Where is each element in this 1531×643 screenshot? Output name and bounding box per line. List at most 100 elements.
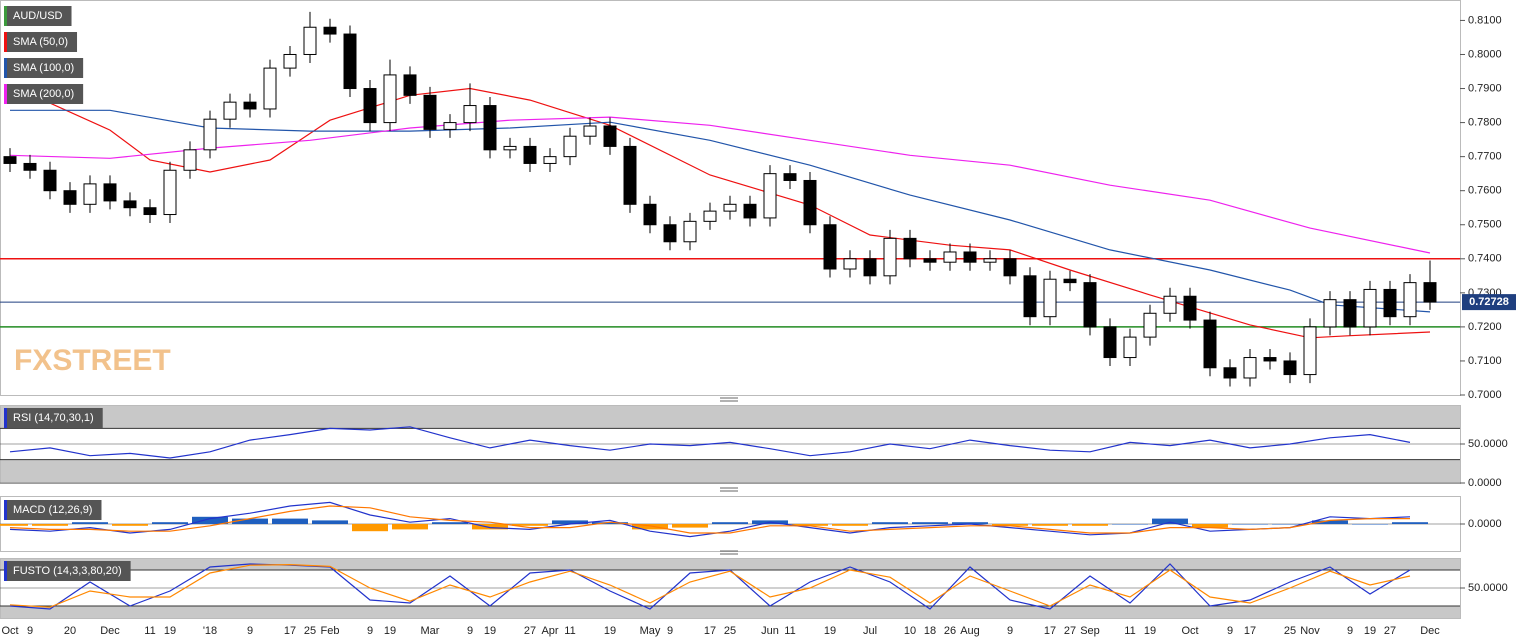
x-tick-label: 19 — [484, 625, 496, 637]
y-tick-label: 0.7600 — [1468, 185, 1502, 197]
panel-title-box — [4, 500, 102, 520]
candle-body — [83, 183, 97, 205]
x-tick-label: 17 — [704, 625, 716, 637]
x-tick-label: Nov — [1300, 625, 1320, 637]
candle-body — [923, 258, 937, 263]
candle-body — [303, 26, 317, 55]
histogram-bar — [352, 524, 388, 532]
candle-body — [123, 200, 137, 209]
x-tick-label: 9 — [467, 625, 473, 637]
histogram-bar — [872, 522, 908, 524]
histogram-bar — [592, 522, 628, 524]
candle-body — [903, 237, 917, 260]
legend-entry: SMA (50,0) — [13, 36, 68, 48]
legend-entry-box — [4, 32, 78, 52]
candle-body — [723, 203, 737, 212]
y-tick-label: 0.7700 — [1468, 151, 1502, 163]
histogram-bar — [792, 524, 828, 526]
histogram-bar — [1152, 518, 1188, 524]
candle-body — [783, 173, 797, 181]
histogram-bar — [552, 520, 588, 524]
histogram-bar — [1192, 524, 1228, 528]
candle-body — [1163, 295, 1177, 314]
sma-line — [10, 109, 1431, 313]
histogram-bar — [312, 520, 348, 524]
histogram-bar — [432, 522, 468, 524]
panel-title-box — [4, 408, 103, 428]
candle-body — [803, 179, 817, 226]
x-tick-label: 19 — [824, 625, 836, 637]
histogram-bar — [1032, 524, 1068, 526]
histogram-bar — [0, 524, 28, 526]
x-tick-label: 17 — [1044, 625, 1056, 637]
candle-body — [143, 207, 157, 216]
macd-line — [9, 505, 1410, 534]
candle-body — [963, 251, 977, 263]
histogram-bar — [912, 522, 948, 524]
x-tick-label: 11 — [564, 625, 575, 637]
x-tick-label: 20 — [64, 625, 76, 637]
x-tick-label: Oct — [1, 625, 18, 637]
candle-body — [23, 162, 37, 171]
y-tick-label: 50.0000 — [1468, 582, 1508, 594]
indicator-line — [9, 426, 1411, 459]
candle-body — [523, 145, 537, 164]
candle-body — [503, 145, 517, 151]
legend-entry: SMA (100,0) — [13, 62, 74, 74]
histogram-bar — [1112, 524, 1148, 525]
x-tick-label: Sep — [1080, 625, 1100, 637]
histogram-bar — [832, 524, 868, 526]
legend-entry: SMA (200,0) — [13, 88, 74, 100]
y-tick-label: 0.7200 — [1468, 321, 1502, 333]
panel-title: RSI (14,70,30,1) — [13, 412, 94, 424]
histogram-bar — [272, 518, 308, 524]
candle-body — [203, 118, 217, 151]
histogram-bar — [512, 524, 548, 526]
histogram-bar — [1072, 524, 1108, 526]
y-tick-label: 0.7800 — [1468, 116, 1502, 128]
histogram-bar — [1272, 524, 1308, 525]
candle-body — [743, 203, 757, 219]
histogram-bar — [32, 524, 68, 526]
histogram-bar — [392, 524, 428, 530]
y-tick-label: 0.0000 — [1468, 518, 1502, 530]
histogram-bar — [72, 522, 108, 524]
histogram-bar — [712, 522, 748, 524]
legend-entry-strip — [4, 84, 7, 104]
y-tick-label: 0.7100 — [1468, 355, 1502, 367]
histogram-bar — [672, 524, 708, 528]
candle-body — [1243, 357, 1257, 379]
last-price-label: 0.72728 — [1469, 296, 1509, 308]
x-tick-label: 11 — [784, 625, 795, 637]
x-tick-label: 11 — [1124, 625, 1135, 637]
candle-body — [443, 122, 457, 130]
histogram-bar — [1232, 524, 1268, 525]
histogram-bar — [232, 518, 268, 524]
histogram-bar — [472, 524, 508, 530]
candle-body — [3, 156, 17, 164]
x-tick-label: 27 — [1064, 625, 1076, 637]
indicator-line — [9, 563, 1411, 608]
candle-body — [1043, 278, 1057, 318]
histogram-bar — [1392, 522, 1428, 524]
candle-body — [43, 169, 57, 192]
histogram-bar — [152, 522, 188, 524]
x-tick-label: 10 — [904, 625, 916, 637]
candle-body — [263, 67, 277, 110]
indicator-line — [9, 563, 1411, 610]
chart-title-box — [4, 6, 72, 26]
candle-body — [623, 145, 637, 205]
band-lower — [1, 459, 1460, 483]
candle-body — [103, 183, 117, 202]
candle-body — [403, 74, 417, 96]
histogram-bar — [952, 522, 988, 524]
watermark: FXSTREET — [14, 344, 171, 377]
x-tick-label: 25 — [304, 625, 316, 637]
x-tick-label: 19 — [384, 625, 396, 637]
candle-body — [1423, 282, 1437, 303]
histogram-bar — [192, 516, 228, 524]
sma-line — [9, 84, 1431, 339]
x-tick-label: 11 — [144, 625, 155, 637]
x-tick-label: Jun — [761, 625, 779, 637]
